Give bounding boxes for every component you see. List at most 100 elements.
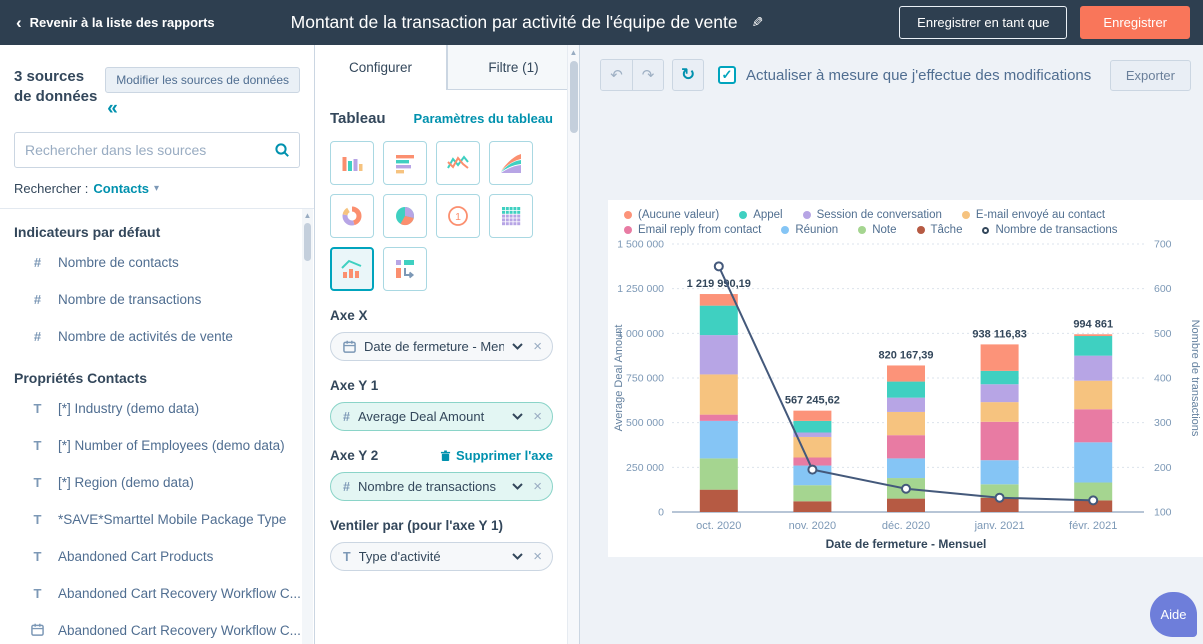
legend-item[interactable]: Nombre de transactions (982, 224, 1118, 236)
bar-segment[interactable] (1074, 442, 1113, 483)
bar-segment[interactable] (1074, 409, 1113, 443)
bar-segment[interactable] (980, 460, 1019, 485)
bar-segment[interactable] (793, 436, 832, 458)
bar-segment[interactable] (1074, 334, 1113, 337)
line-point[interactable] (901, 483, 911, 494)
list-item[interactable]: T [*] Region (demo data) (0, 464, 314, 501)
bar-segment[interactable] (980, 484, 1019, 498)
legend-item[interactable]: Réunion (781, 224, 838, 236)
chart-type-area[interactable] (489, 141, 533, 185)
legend-item[interactable]: Email reply from contact (624, 224, 761, 236)
bar-segment[interactable] (980, 402, 1019, 422)
line-point[interactable] (1088, 495, 1099, 506)
bar-segment[interactable] (980, 370, 1019, 385)
legend-item[interactable]: (Aucune valeur) (624, 209, 719, 221)
bar-segment[interactable] (887, 397, 925, 412)
chevron-down-icon[interactable] (512, 553, 523, 560)
bar-segment[interactable] (1074, 336, 1113, 356)
bar-segment[interactable] (699, 335, 738, 375)
bar-segment[interactable] (699, 374, 738, 415)
back-to-reports-link[interactable]: ‹ Revenir à la liste des rapports (0, 14, 231, 31)
list-item[interactable]: T [*] Number of Employees (demo data) (0, 427, 314, 464)
bar-segment[interactable] (793, 457, 832, 466)
breakdown-pill[interactable]: T Type d'activité × (330, 542, 553, 571)
collapse-panel-icon[interactable]: « (107, 98, 118, 119)
undo-button[interactable]: ↶ (601, 60, 632, 90)
bar-segment[interactable] (887, 365, 925, 382)
bar-segment[interactable] (793, 410, 832, 421)
axis-y1-pill[interactable]: # Average Deal Amount × (330, 402, 553, 431)
scrollbar-thumb[interactable] (304, 223, 311, 261)
list-item[interactable]: # Nombre de transactions (0, 281, 314, 318)
line-point[interactable] (713, 261, 724, 272)
bar-segment[interactable] (699, 305, 738, 336)
bar-segment[interactable] (980, 384, 1019, 403)
bar-segment[interactable] (887, 411, 925, 436)
chart-type-table[interactable] (489, 194, 533, 238)
list-item[interactable]: T *SAVE*Smarttel Mobile Package Type (0, 501, 314, 538)
bar-segment[interactable] (887, 498, 925, 512)
scroll-up-icon[interactable]: ▲ (303, 211, 312, 220)
bar-segment[interactable] (793, 420, 832, 433)
save-button[interactable]: Enregistrer (1080, 6, 1190, 39)
remove-icon[interactable]: × (533, 478, 542, 495)
bar-segment[interactable] (887, 458, 925, 479)
list-item[interactable]: T Abandoned Cart Products (0, 538, 314, 575)
redo-button[interactable]: ↷ (632, 60, 663, 90)
axis-y2-pill[interactable]: # Nombre de transactions × (330, 472, 553, 501)
bar-segment[interactable] (980, 421, 1019, 461)
chevron-down-icon[interactable] (512, 413, 523, 420)
scrollbar-thumb[interactable] (570, 61, 578, 133)
bar-segment[interactable] (1074, 380, 1113, 410)
list-item[interactable]: # Nombre de contacts (0, 244, 314, 281)
sources-search-input[interactable] (14, 132, 300, 168)
bar-segment[interactable] (699, 294, 738, 306)
list-item[interactable]: T Abandoned Cart Recovery Workflow C... (0, 575, 314, 612)
export-button[interactable]: Exporter (1109, 59, 1191, 91)
chart-type-bar[interactable] (383, 141, 427, 185)
edit-title-icon[interactable]: ✎ (751, 14, 764, 30)
help-button[interactable]: Aide (1150, 592, 1197, 637)
config-scrollbar[interactable]: ▲ (567, 45, 579, 644)
bar-segment[interactable] (1074, 500, 1113, 512)
chevron-down-icon[interactable] (512, 483, 523, 490)
auto-refresh-checkbox[interactable]: ✓ (718, 66, 736, 84)
bar-segment[interactable] (793, 465, 832, 486)
axis-x-pill[interactable]: Date de fermeture - Mens... × (330, 332, 553, 361)
bar-segment[interactable] (793, 485, 832, 502)
table-settings-link[interactable]: Paramètres du tableau (413, 111, 553, 126)
remove-icon[interactable]: × (533, 548, 542, 565)
chart-type-column[interactable] (330, 141, 374, 185)
list-item[interactable]: T [*] Industry (demo data) (0, 390, 314, 427)
refresh-button[interactable]: ↻ (672, 59, 704, 91)
bar-segment[interactable] (887, 435, 925, 459)
bar-segment[interactable] (699, 489, 738, 512)
bar-segment[interactable] (887, 381, 925, 398)
search-icon[interactable] (274, 142, 290, 163)
list-item[interactable]: # Nombre de activités de vente (0, 318, 314, 355)
list-item[interactable]: Abandoned Cart Recovery Workflow C... (0, 612, 314, 644)
chart-type-combo[interactable] (330, 247, 374, 291)
bar-segment[interactable] (793, 501, 832, 512)
bar-segment[interactable] (980, 344, 1019, 371)
save-as-button[interactable]: Enregistrer en tant que (899, 6, 1068, 39)
legend-item[interactable]: E-mail envoyé au contact (961, 209, 1105, 221)
bar-segment[interactable] (980, 497, 1019, 512)
legend-item[interactable]: Appel (739, 209, 783, 221)
chart-type-kpi[interactable]: 1 (436, 194, 480, 238)
chevron-down-icon[interactable] (512, 343, 523, 350)
remove-icon[interactable]: × (533, 338, 542, 355)
search-scope-entity-dropdown[interactable]: Contacts (93, 181, 150, 196)
legend-item[interactable]: Note (858, 224, 897, 236)
tab-filtre[interactable]: Filtre (1) (447, 45, 579, 90)
chart-type-pie[interactable] (383, 194, 427, 238)
edit-sources-button[interactable]: Modifier les sources de données (105, 67, 300, 93)
tab-configurer[interactable]: Configurer (315, 45, 447, 90)
legend-item[interactable]: Tâche (916, 224, 962, 236)
delete-axis-link[interactable]: Supprimer l'axe (440, 448, 553, 463)
bar-segment[interactable] (793, 432, 832, 437)
sidebar-scrollbar[interactable]: ▲ (302, 209, 313, 644)
bar-segment[interactable] (699, 414, 738, 421)
bar-segment[interactable] (699, 458, 738, 490)
bar-segment[interactable] (699, 420, 738, 459)
